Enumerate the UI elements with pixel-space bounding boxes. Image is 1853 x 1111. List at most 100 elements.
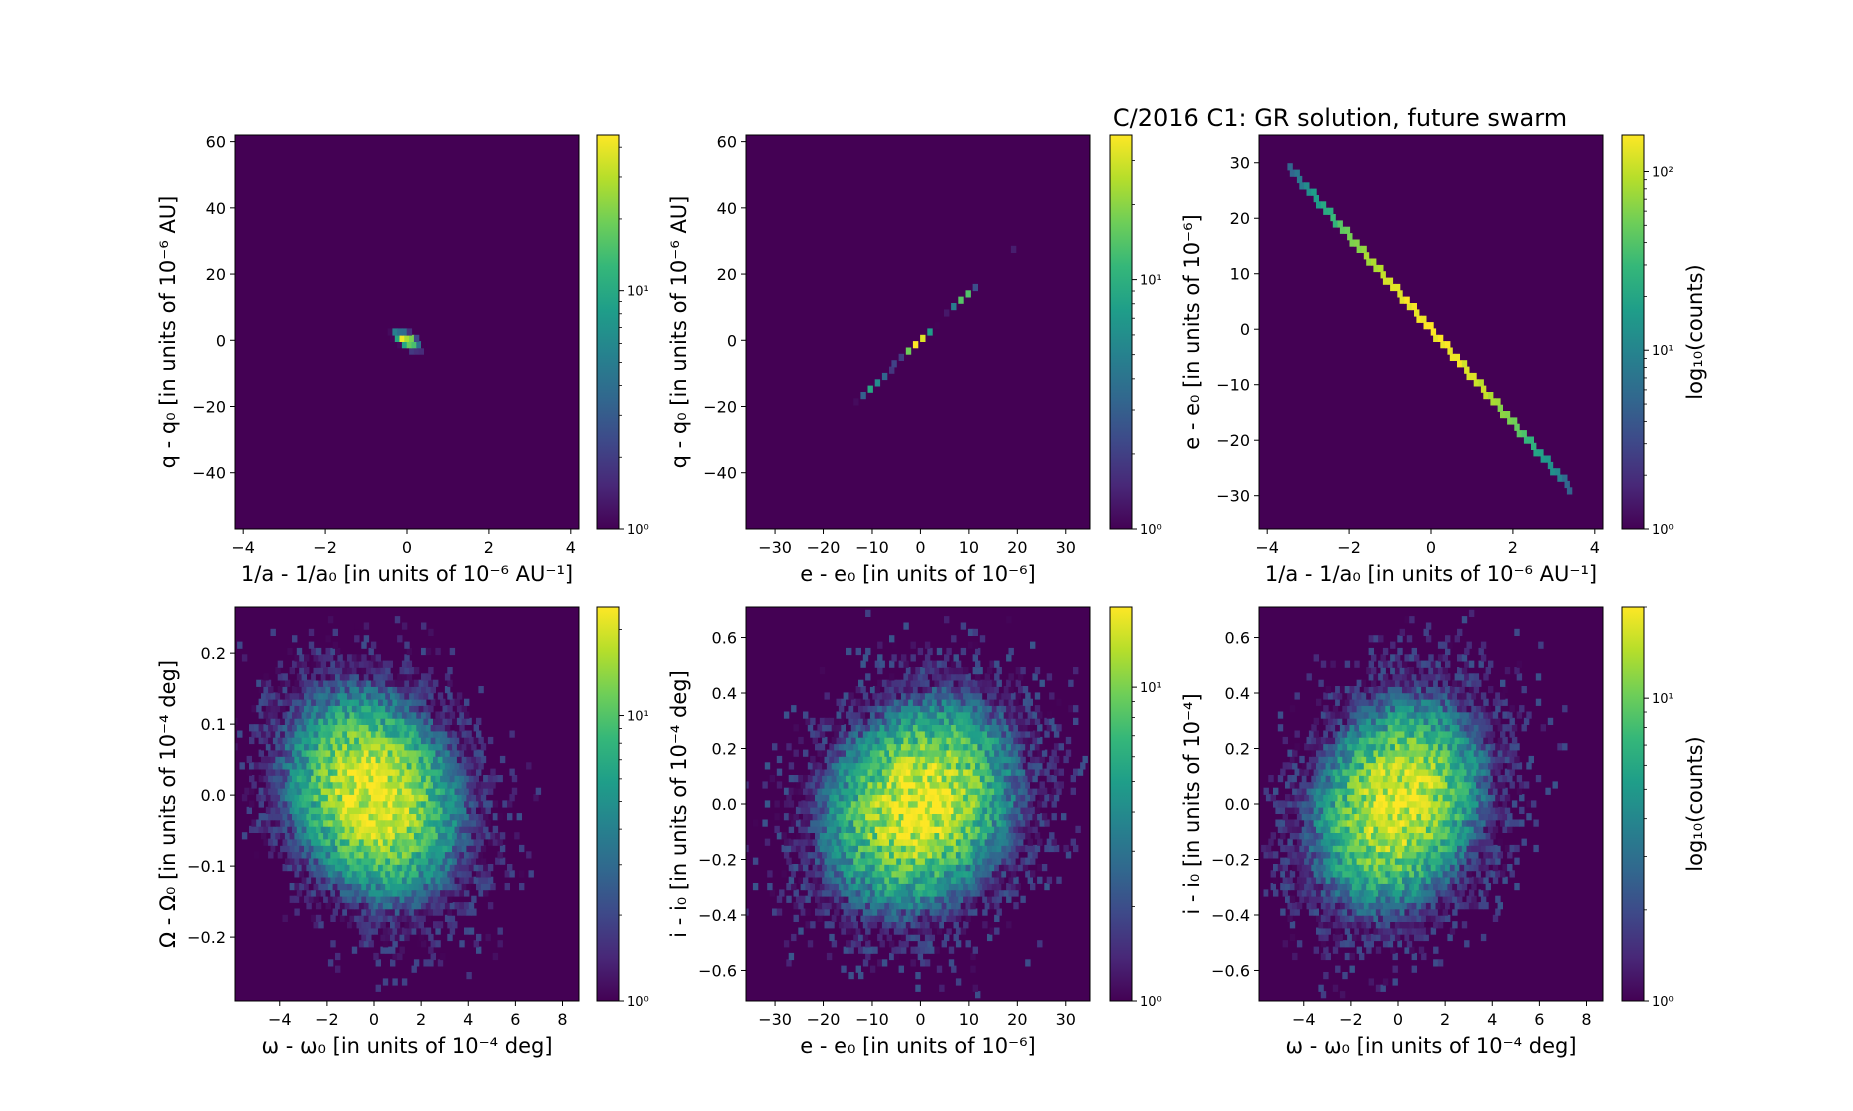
hexbin-cell bbox=[375, 832, 381, 840]
hexbin-cell bbox=[1027, 724, 1033, 732]
hexbin-cell bbox=[533, 794, 539, 802]
hexbin-cell bbox=[1418, 921, 1425, 929]
hexbin-cell bbox=[862, 933, 869, 942]
hexbin-cell bbox=[275, 768, 281, 776]
hexbin-cell bbox=[1063, 755, 1069, 764]
hexbin-cell bbox=[397, 698, 403, 706]
hexbin-cell bbox=[332, 819, 338, 827]
hexbin-cell bbox=[948, 832, 955, 840]
hexbin-cell bbox=[972, 946, 978, 954]
hexbin-cell bbox=[1351, 857, 1358, 865]
hexbin-cell bbox=[1437, 883, 1444, 891]
hexbin-cell bbox=[905, 705, 912, 713]
hexbin-cell bbox=[318, 692, 324, 700]
colorbar-tick-label: 10⁰ bbox=[627, 995, 649, 1010]
hexbin-cell bbox=[846, 775, 852, 783]
hexbin-cell bbox=[1423, 933, 1429, 942]
hexbin-cell bbox=[299, 895, 305, 903]
hexbin-cell bbox=[979, 838, 986, 846]
hexbin-cell bbox=[846, 711, 852, 719]
hexbin-cell bbox=[1003, 889, 1010, 897]
hexbin-cell bbox=[1430, 864, 1437, 872]
hexbin-cell bbox=[1032, 813, 1038, 821]
hexbin-cell bbox=[1423, 883, 1429, 891]
hexbin-cell bbox=[862, 730, 869, 738]
hexbin-cell bbox=[289, 743, 295, 751]
hexbin-cell bbox=[746, 908, 749, 916]
hexbin-cell bbox=[1342, 921, 1348, 929]
hexbin-cell bbox=[332, 730, 338, 738]
hexbin-cell bbox=[344, 762, 350, 770]
hexbin-cell bbox=[442, 857, 448, 865]
hexbin-cell bbox=[1273, 851, 1279, 859]
hexbin-cell bbox=[850, 838, 857, 846]
hexbin-cell bbox=[406, 787, 413, 795]
hexbin-cell bbox=[1452, 857, 1458, 865]
hexbin-cell bbox=[1425, 927, 1432, 935]
hexbin-cell bbox=[294, 870, 300, 878]
hexbin-cell bbox=[437, 781, 444, 789]
hexbin-cell bbox=[963, 768, 969, 776]
hexbin-cell bbox=[917, 647, 924, 656]
hexbin-cell bbox=[948, 908, 955, 916]
hexbin-cell bbox=[846, 851, 852, 859]
hexbin-cell bbox=[430, 889, 436, 897]
hexbin-cell bbox=[915, 679, 921, 687]
hexbin-cell bbox=[261, 743, 267, 751]
hexbin-cell bbox=[846, 749, 852, 757]
hexbin-cell bbox=[301, 749, 307, 757]
hexbin-cell bbox=[411, 787, 417, 795]
hexbin-cell bbox=[368, 800, 374, 808]
hexbin-cell bbox=[960, 622, 967, 630]
hexbin-cell bbox=[440, 876, 446, 884]
hexbin-cell bbox=[361, 806, 367, 814]
hexbin-cell bbox=[454, 775, 460, 783]
hexbin-cell bbox=[392, 762, 398, 770]
hexbin-cell bbox=[416, 749, 422, 757]
hexbin-cell bbox=[452, 883, 458, 891]
hexbin-cell bbox=[337, 781, 343, 789]
hexbin-cell bbox=[435, 698, 441, 706]
hexbin-cell bbox=[373, 800, 379, 808]
hexbin-cell bbox=[927, 749, 933, 757]
hexbin-cell bbox=[280, 743, 286, 751]
hexbin-cell bbox=[965, 914, 971, 922]
hexbin-cell bbox=[834, 730, 840, 738]
hexbin-cell bbox=[413, 717, 420, 725]
y-tick-label: 20 bbox=[206, 265, 226, 284]
hexbin-cell bbox=[901, 755, 907, 764]
hexbin-cell bbox=[829, 755, 835, 764]
hexbin-cell bbox=[263, 711, 269, 719]
hexbin-cell bbox=[972, 883, 978, 891]
hexbin-cell bbox=[1354, 889, 1360, 897]
hexbin-cell bbox=[934, 322, 940, 330]
hexbin-cell bbox=[421, 800, 427, 808]
hexbin-cell bbox=[886, 933, 892, 942]
hexbin-cell bbox=[910, 667, 916, 675]
hexbin-cell bbox=[972, 832, 978, 840]
hexbin-cell bbox=[1003, 686, 1010, 694]
hexbin-cell bbox=[277, 787, 284, 795]
hexbin-cell bbox=[998, 762, 1005, 770]
hexbin-cell bbox=[1292, 952, 1298, 961]
hexbin-cell bbox=[932, 864, 938, 872]
hexbin-cell bbox=[1304, 844, 1310, 853]
hexbin-cell bbox=[277, 660, 284, 668]
hexbin-cell bbox=[1008, 851, 1014, 859]
hexbin-cell bbox=[413, 895, 420, 903]
hexbin-cell bbox=[413, 743, 420, 751]
hexbin-cell bbox=[476, 857, 482, 865]
x-tick-label: 4 bbox=[463, 1010, 473, 1029]
hexbin-cell bbox=[1344, 952, 1351, 961]
hexbin-cell bbox=[848, 819, 854, 827]
hexbin-cell bbox=[884, 711, 890, 719]
hexbin-cell bbox=[335, 749, 341, 757]
hexbin-cell bbox=[1368, 876, 1374, 884]
hexbin-cell bbox=[358, 864, 365, 872]
hexbin-cell bbox=[454, 838, 460, 846]
hexbin-cell bbox=[282, 825, 288, 833]
hexbin-cell bbox=[858, 921, 864, 929]
hexbin-cell bbox=[908, 902, 914, 910]
hexbin-cell bbox=[1351, 933, 1358, 942]
hexbin-cell bbox=[332, 717, 338, 725]
